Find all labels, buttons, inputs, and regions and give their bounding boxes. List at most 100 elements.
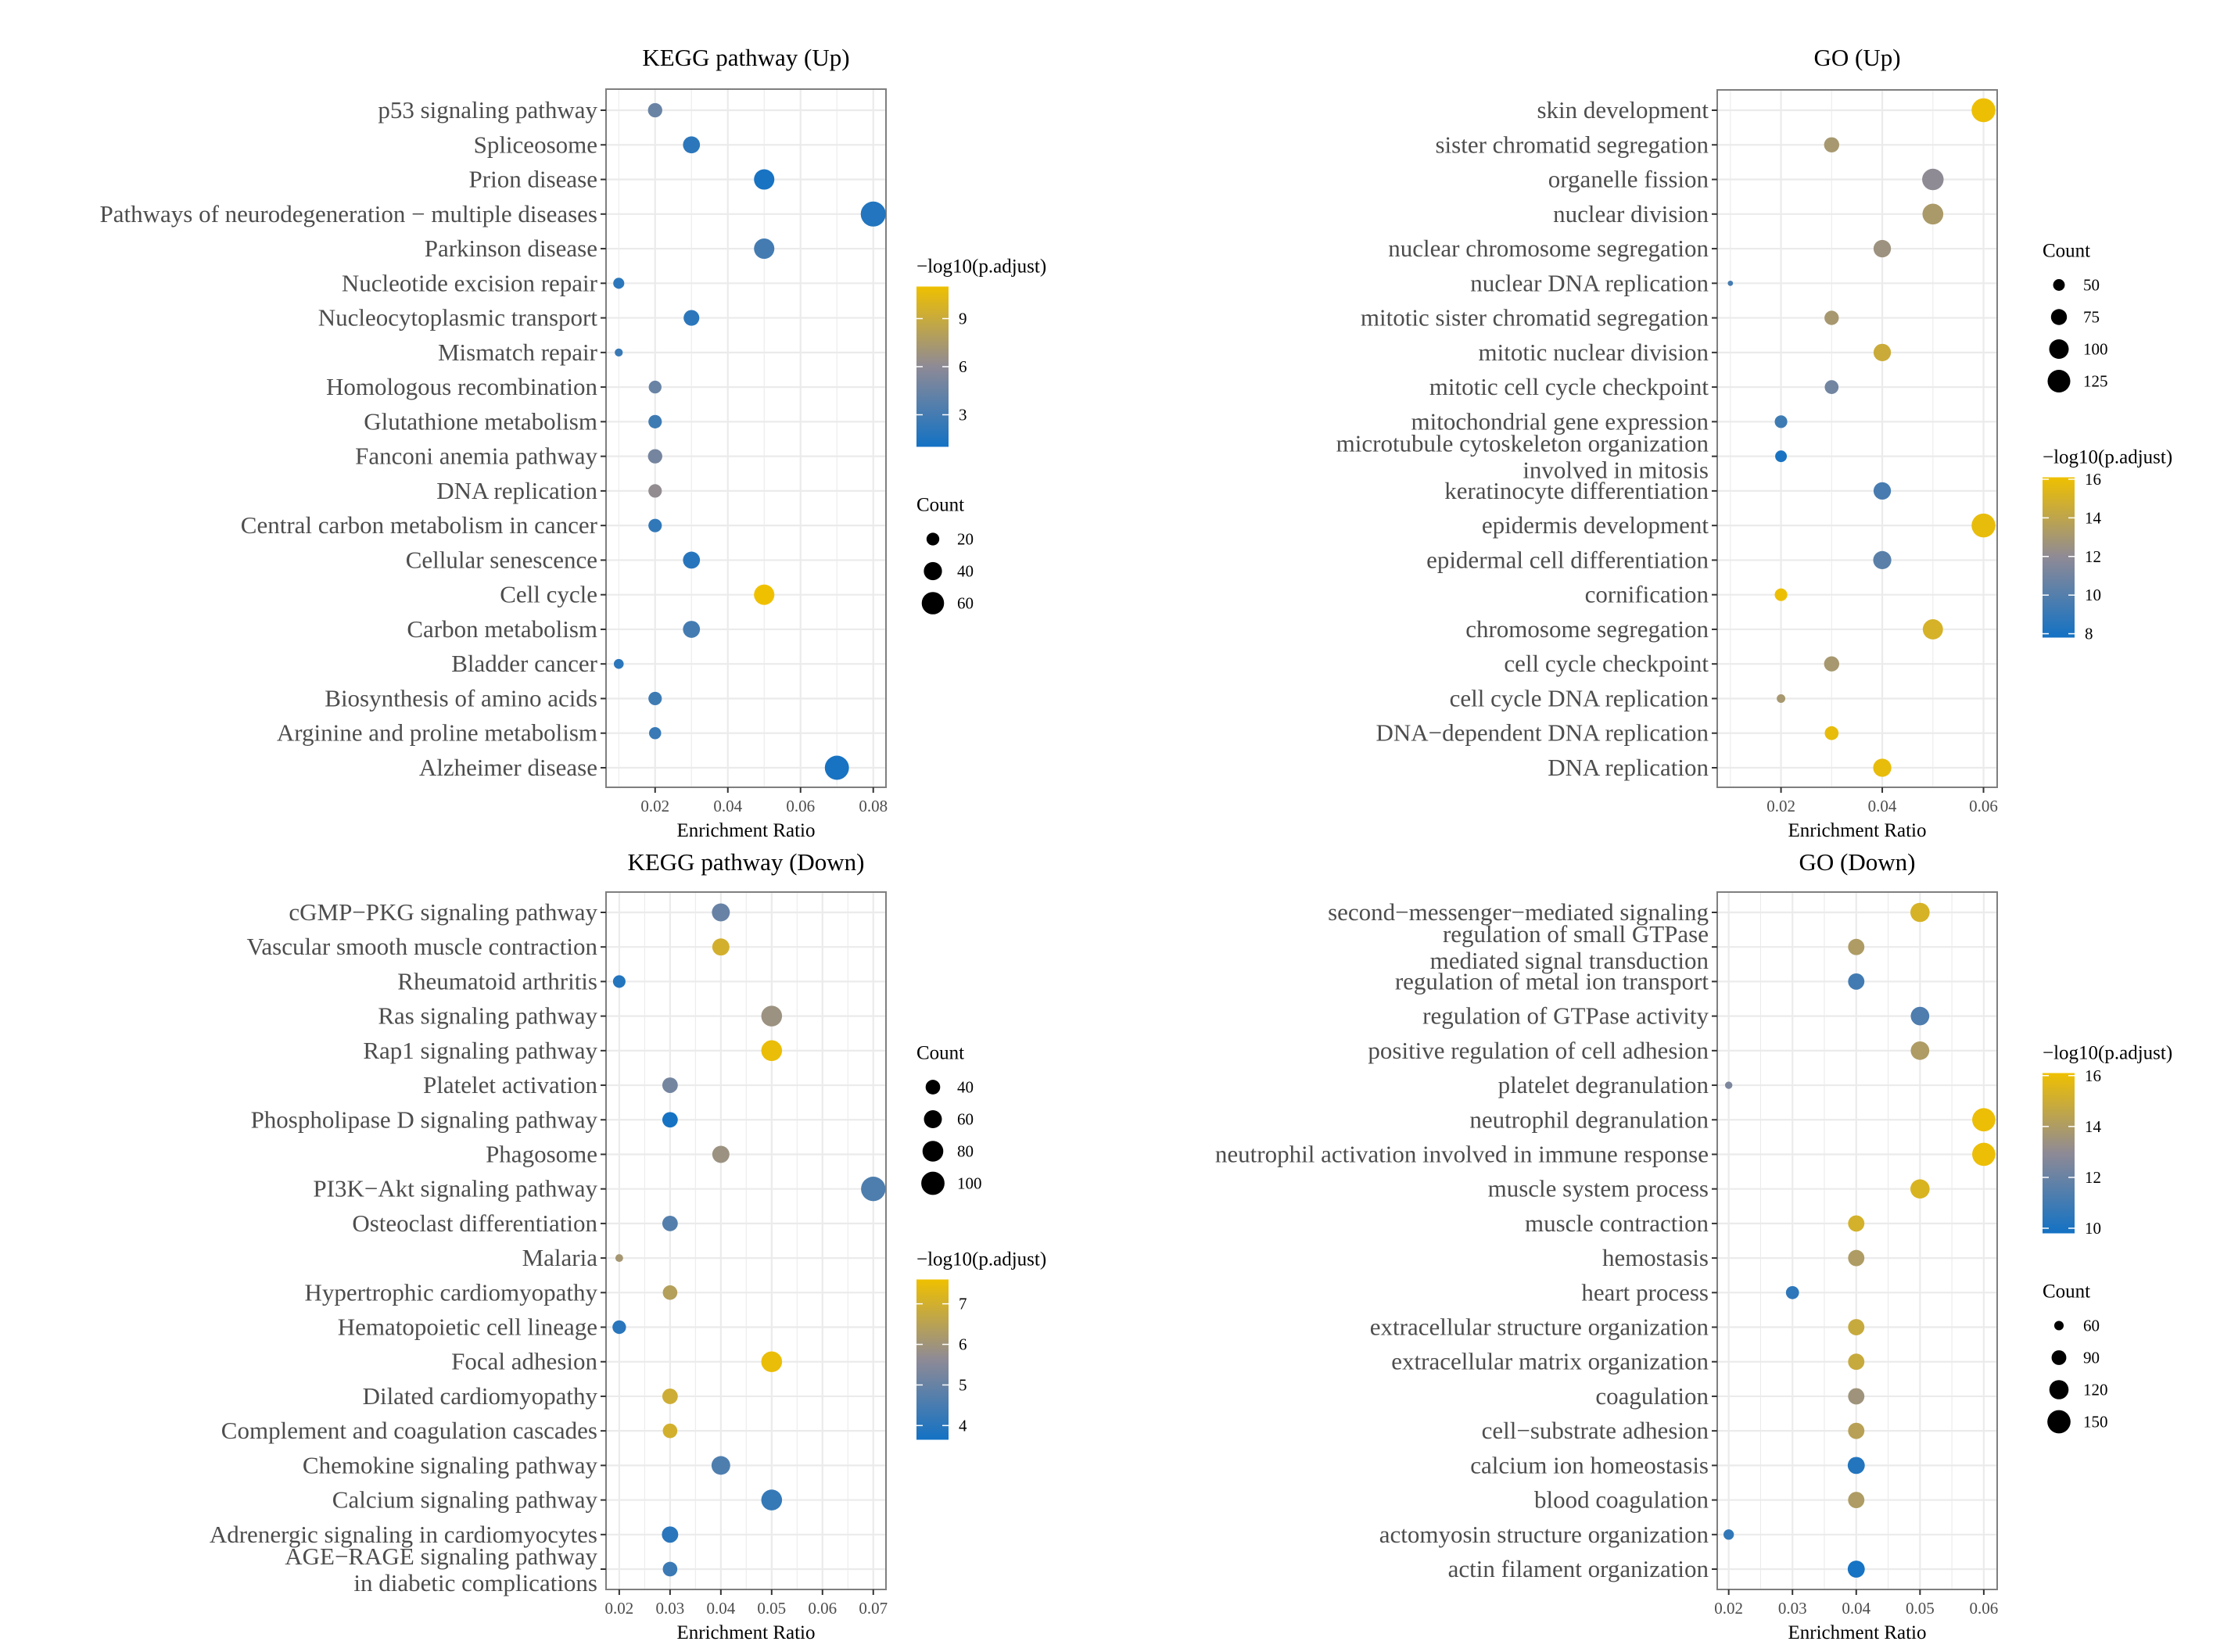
colorbar-tick-label: 12 [2085, 1168, 2101, 1187]
colorbar-tick-label: 16 [2085, 470, 2101, 489]
plot-area [1717, 90, 1997, 787]
size-legend-label: 100 [957, 1174, 982, 1193]
size-legend-key [921, 592, 945, 615]
y-tick-label: epidermis development [1482, 511, 1709, 539]
colorbar-tick-label: 12 [2085, 547, 2101, 566]
colorbar-tick-label: 7 [959, 1295, 967, 1313]
y-tick-label: calcium ion homeostasis [1470, 1451, 1709, 1478]
colorbar-tick-label: 4 [959, 1416, 967, 1435]
x-tick-label: 0.02 [605, 1599, 634, 1618]
panel-border [1716, 89, 1998, 788]
data-point [612, 975, 626, 988]
size-legend-label: 60 [957, 594, 974, 613]
panel-border [1716, 891, 1998, 1590]
plot-area [1717, 892, 1997, 1589]
colorbar-tick-label: 16 [2085, 1066, 2101, 1085]
y-tick-label: coagulation [1595, 1382, 1709, 1410]
y-tick-label: cGMP−PKG signaling pathway [289, 898, 597, 926]
panel-kegg-up: KEGG pathway (Up) p53 signaling pathway Sp… [100, 44, 1047, 841]
y-tick-label: Prion disease [469, 166, 597, 193]
y-tick-label: Calcium signaling pathway [332, 1486, 598, 1514]
size-legend-label: 150 [2083, 1413, 2108, 1432]
data-point [1971, 98, 1996, 123]
data-point [662, 1423, 678, 1439]
panel-kegg-down: KEGG pathway (Down) cGMP−PKG signaling pa… [210, 848, 1046, 1643]
data-point [662, 1215, 678, 1231]
size-legend-label: 50 [2083, 276, 2100, 295]
y-tick-label: extracellular structure organization [1370, 1313, 1709, 1341]
data-point [662, 1077, 678, 1093]
y-tick-label: nuclear chromosome segregation [1388, 235, 1709, 262]
y-tick-label: organelle fission [1548, 166, 1709, 193]
size-legend-title: Count [916, 1043, 964, 1064]
colorbar [916, 1279, 949, 1440]
y-tick-label: muscle system process [1488, 1175, 1709, 1202]
data-point [683, 551, 701, 569]
y-tick-label: nuclear division [1553, 200, 1709, 228]
data-point [1910, 902, 1930, 923]
data-point [1848, 1492, 1865, 1509]
y-tick-label: actin filament organization [1448, 1555, 1709, 1582]
data-point [1824, 656, 1839, 672]
size-legend-key [924, 1110, 942, 1128]
y-tick-label: cell−substrate adhesion [1482, 1417, 1709, 1444]
data-point [1873, 550, 1892, 570]
size-legend-title: Count [2043, 241, 2090, 262]
y-tick-label: cornification [1585, 581, 1709, 608]
x-tick-label: 0.07 [859, 1599, 888, 1618]
y-tick-label: Biosynthesis of amino acids [325, 684, 597, 711]
panel-go-down: GO (Down) second−messenger−mediated signa… [1215, 848, 2172, 1643]
size-legend-title: Count [916, 495, 964, 516]
panel-title: KEGG pathway (Up) [642, 44, 849, 71]
data-point [761, 1351, 783, 1373]
data-point [1922, 203, 1944, 225]
y-tick-label: positive regulation of cell adhesion [1368, 1037, 1709, 1064]
data-point [1724, 1081, 1733, 1089]
x-tick-label: 0.06 [808, 1599, 837, 1618]
size-legend-label: 80 [957, 1142, 974, 1161]
data-point [1774, 415, 1788, 428]
colorbar-tick-label: 14 [2085, 1117, 2102, 1136]
colorbar-tick-label: 3 [959, 406, 967, 425]
colorbar-tick-label: 5 [959, 1375, 967, 1394]
data-point [1848, 938, 1865, 955]
data-point [1910, 1006, 1930, 1026]
size-legend-key [2049, 339, 2069, 359]
y-tick-label: neutrophil degranulation [1469, 1106, 1709, 1133]
size-legend-key [2049, 1380, 2069, 1399]
y-tick-label-line2: mediated signal transduction [1430, 947, 1709, 974]
y-tick-label: skin development [1537, 96, 1709, 124]
data-point [824, 755, 849, 780]
data-point [1922, 168, 1944, 191]
y-tick-label: PI3K−Akt signaling pathway [313, 1175, 597, 1202]
data-point [1824, 726, 1839, 740]
size-legend-key [2047, 369, 2071, 393]
data-point [754, 238, 775, 260]
x-tick-label: 0.08 [859, 797, 888, 815]
y-tick-label: Malaria [522, 1244, 598, 1271]
size-legend-label: 75 [2083, 308, 2100, 327]
x-axis-title: Enrichment Ratio [676, 820, 815, 841]
data-point [754, 169, 775, 190]
x-tick-label: 0.04 [706, 1599, 735, 1618]
y-tick-label: Phagosome [486, 1140, 597, 1167]
y-tick-label: Phospholipase D signaling pathway [251, 1106, 598, 1133]
y-tick-label: blood coagulation [1534, 1486, 1709, 1514]
y-tick-label: Nucleocytoplasmic transport [318, 304, 598, 331]
data-point [648, 484, 662, 498]
data-point [860, 201, 886, 227]
data-point [647, 449, 662, 464]
colorbar-tick-label: 6 [959, 1335, 967, 1354]
color-legend-title: −log10(p.adjust) [916, 1249, 1046, 1270]
y-tick-label: cell cycle DNA replication [1450, 684, 1709, 711]
data-point [662, 1526, 679, 1543]
y-tick-label: regulation of metal ion transport [1395, 967, 1709, 994]
data-point [648, 380, 662, 394]
y-tick-label: extracellular matrix organization [1391, 1348, 1709, 1375]
y-tick-label: Carbon metabolism [407, 615, 597, 643]
size-legend-key [2053, 1321, 2064, 1331]
data-point [1873, 239, 1892, 258]
colorbar-tick-label: 10 [2085, 586, 2101, 604]
data-point [683, 621, 701, 638]
y-tick-label: Chemokine signaling pathway [303, 1451, 598, 1478]
